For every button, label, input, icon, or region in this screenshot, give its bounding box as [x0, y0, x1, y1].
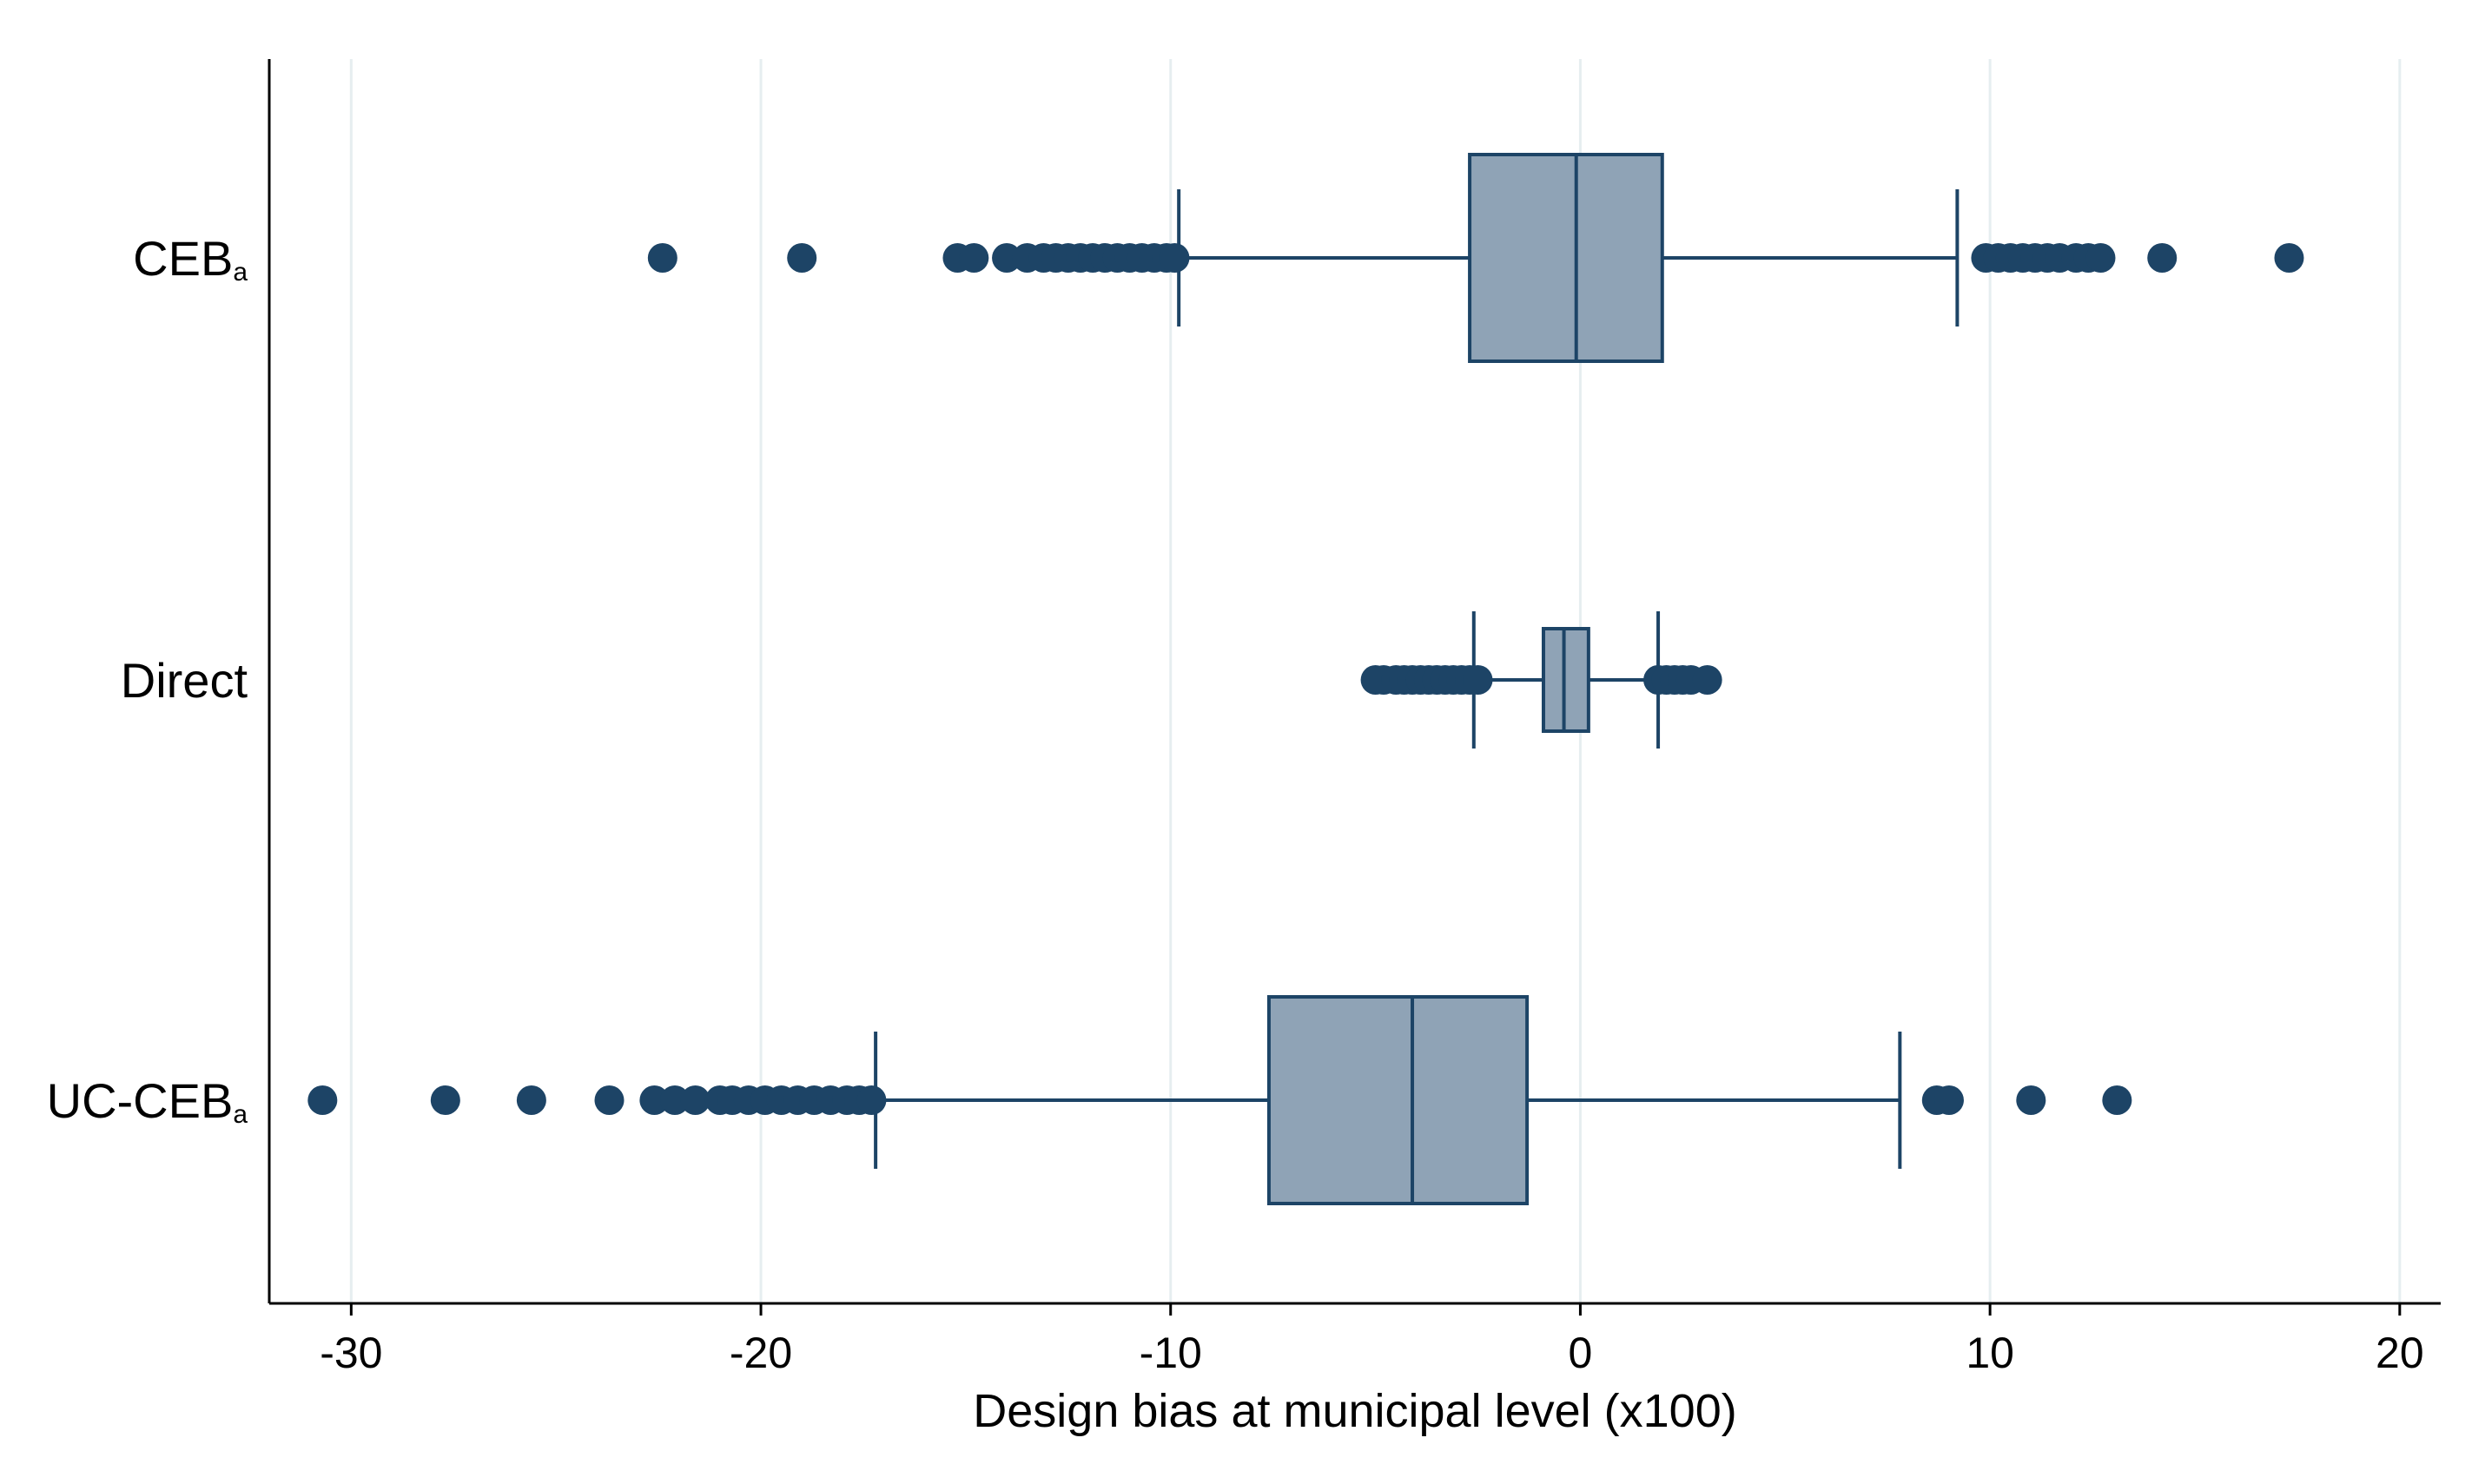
tick-label-0: 0 — [1569, 1329, 1593, 1377]
plot-area — [307, 153, 2304, 1205]
outlier-point — [787, 243, 817, 273]
outlier-point — [659, 1085, 690, 1115]
iqr-box — [1266, 995, 1530, 1205]
outlier-point — [2147, 243, 2178, 273]
category-label-subscript: a — [233, 258, 248, 287]
outlier-point — [307, 1085, 338, 1115]
tick-label-20: 20 — [2376, 1329, 2424, 1377]
x-axis-ticks: -30 -20 -10 0 10 20 — [320, 1303, 2424, 1377]
box-group-1 — [1360, 611, 1722, 749]
category-label-main: UC-CEB — [47, 1073, 234, 1128]
outlier-point — [1692, 665, 1722, 695]
box-group-2 — [307, 995, 2132, 1205]
outlier-point — [856, 1085, 887, 1115]
category-label-2: UC-CEBa — [47, 1073, 248, 1129]
outlier-point — [959, 243, 989, 273]
outlier-point — [639, 1085, 670, 1115]
outlier-point — [430, 1085, 460, 1115]
category-label-main: CEB — [133, 231, 233, 286]
outlier-point — [1160, 243, 1190, 273]
outlier-point — [2102, 1085, 2132, 1115]
outlier-point — [647, 243, 677, 273]
outlier-point — [992, 243, 1022, 273]
outlier-point — [516, 1085, 546, 1115]
outlier-point — [2085, 243, 2116, 273]
outlier-point — [2016, 1085, 2046, 1115]
box-group-0 — [647, 153, 2304, 363]
tick-label-10: 10 — [1966, 1329, 2014, 1377]
category-label-main: Direct — [121, 653, 248, 708]
tick-label--30: -30 — [320, 1329, 382, 1377]
x-axis-title: Design bias at municipal level (x100) — [973, 1385, 1736, 1437]
outlier-point — [2274, 243, 2304, 273]
iqr-box — [1541, 627, 1590, 733]
outlier-point — [680, 1085, 710, 1115]
outlier-point — [1463, 665, 1493, 695]
tick-label--10: -10 — [1140, 1329, 1202, 1377]
iqr-box — [1468, 153, 1664, 363]
tick-label--20: -20 — [730, 1329, 792, 1377]
category-label-1: Direct — [121, 653, 248, 708]
outlier-point — [1933, 1085, 1964, 1115]
outlier-point — [594, 1085, 625, 1115]
category-label-0: CEBa — [133, 231, 248, 287]
category-label-subscript: a — [233, 1100, 248, 1129]
